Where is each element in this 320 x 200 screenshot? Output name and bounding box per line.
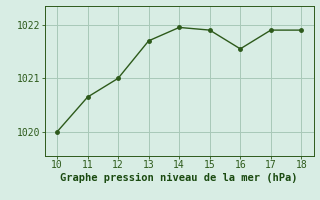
X-axis label: Graphe pression niveau de la mer (hPa): Graphe pression niveau de la mer (hPa) — [60, 173, 298, 183]
